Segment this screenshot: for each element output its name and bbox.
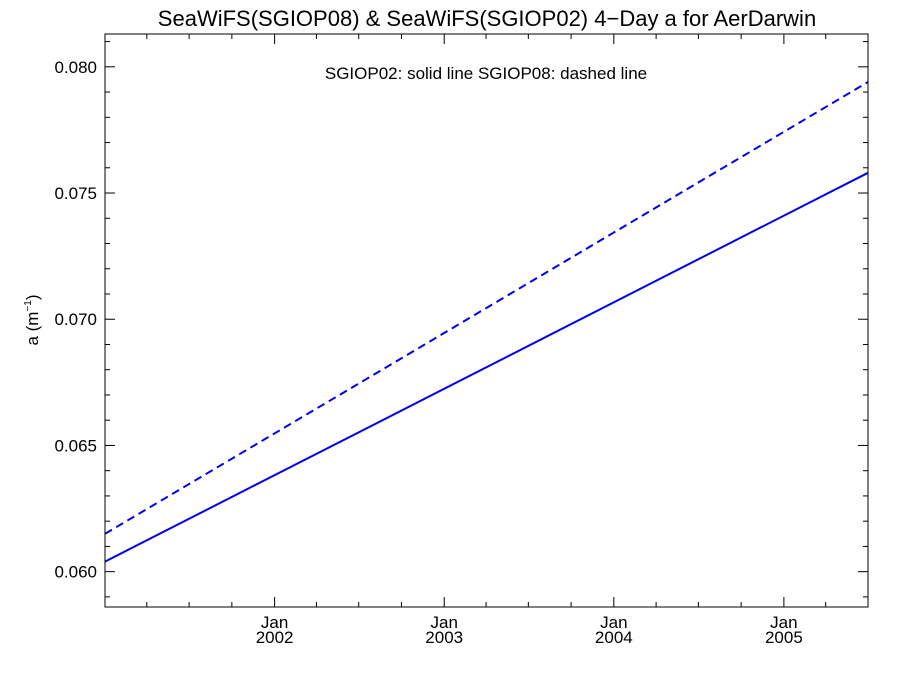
y-axis-label: a (m−1): [23, 294, 42, 345]
y-tick-label: 0.065: [54, 436, 97, 455]
y-tick-label: 0.060: [54, 563, 97, 582]
x-tick-label-year: 2005: [765, 628, 803, 647]
series-line-sgiop02: [104, 171, 869, 563]
tick-layer: 0.0600.0650.0700.0750.080Jan2002Jan2003J…: [54, 34, 868, 647]
y-tick-label: 0.080: [54, 58, 97, 77]
x-tick-label-month: Jan: [600, 613, 627, 632]
x-tick-label-year: 2003: [425, 628, 463, 647]
chart-title: SeaWiFS(SGIOP08) & SeaWiFS(SGIOP02) 4−Da…: [158, 6, 816, 31]
legend-annotation: SGIOP02: solid line SGIOP08: dashed line: [325, 64, 647, 83]
x-tick-label-month: Jan: [261, 613, 288, 632]
plot-frame: [104, 33, 869, 608]
y-tick-label: 0.070: [54, 310, 97, 329]
x-tick-label-month: Jan: [431, 613, 458, 632]
x-tick-label-year: 2002: [256, 628, 294, 647]
series-layer: [104, 81, 869, 563]
y-axis-label-main: a (m: [23, 312, 42, 346]
y-axis-label-exponent: −1: [23, 300, 34, 312]
y-axis-label-close: ): [23, 294, 42, 300]
series-line-sgiop08: [104, 81, 869, 535]
x-tick-label-month: Jan: [770, 613, 797, 632]
x-tick-label-year: 2004: [595, 628, 633, 647]
y-tick-label: 0.075: [54, 184, 97, 203]
